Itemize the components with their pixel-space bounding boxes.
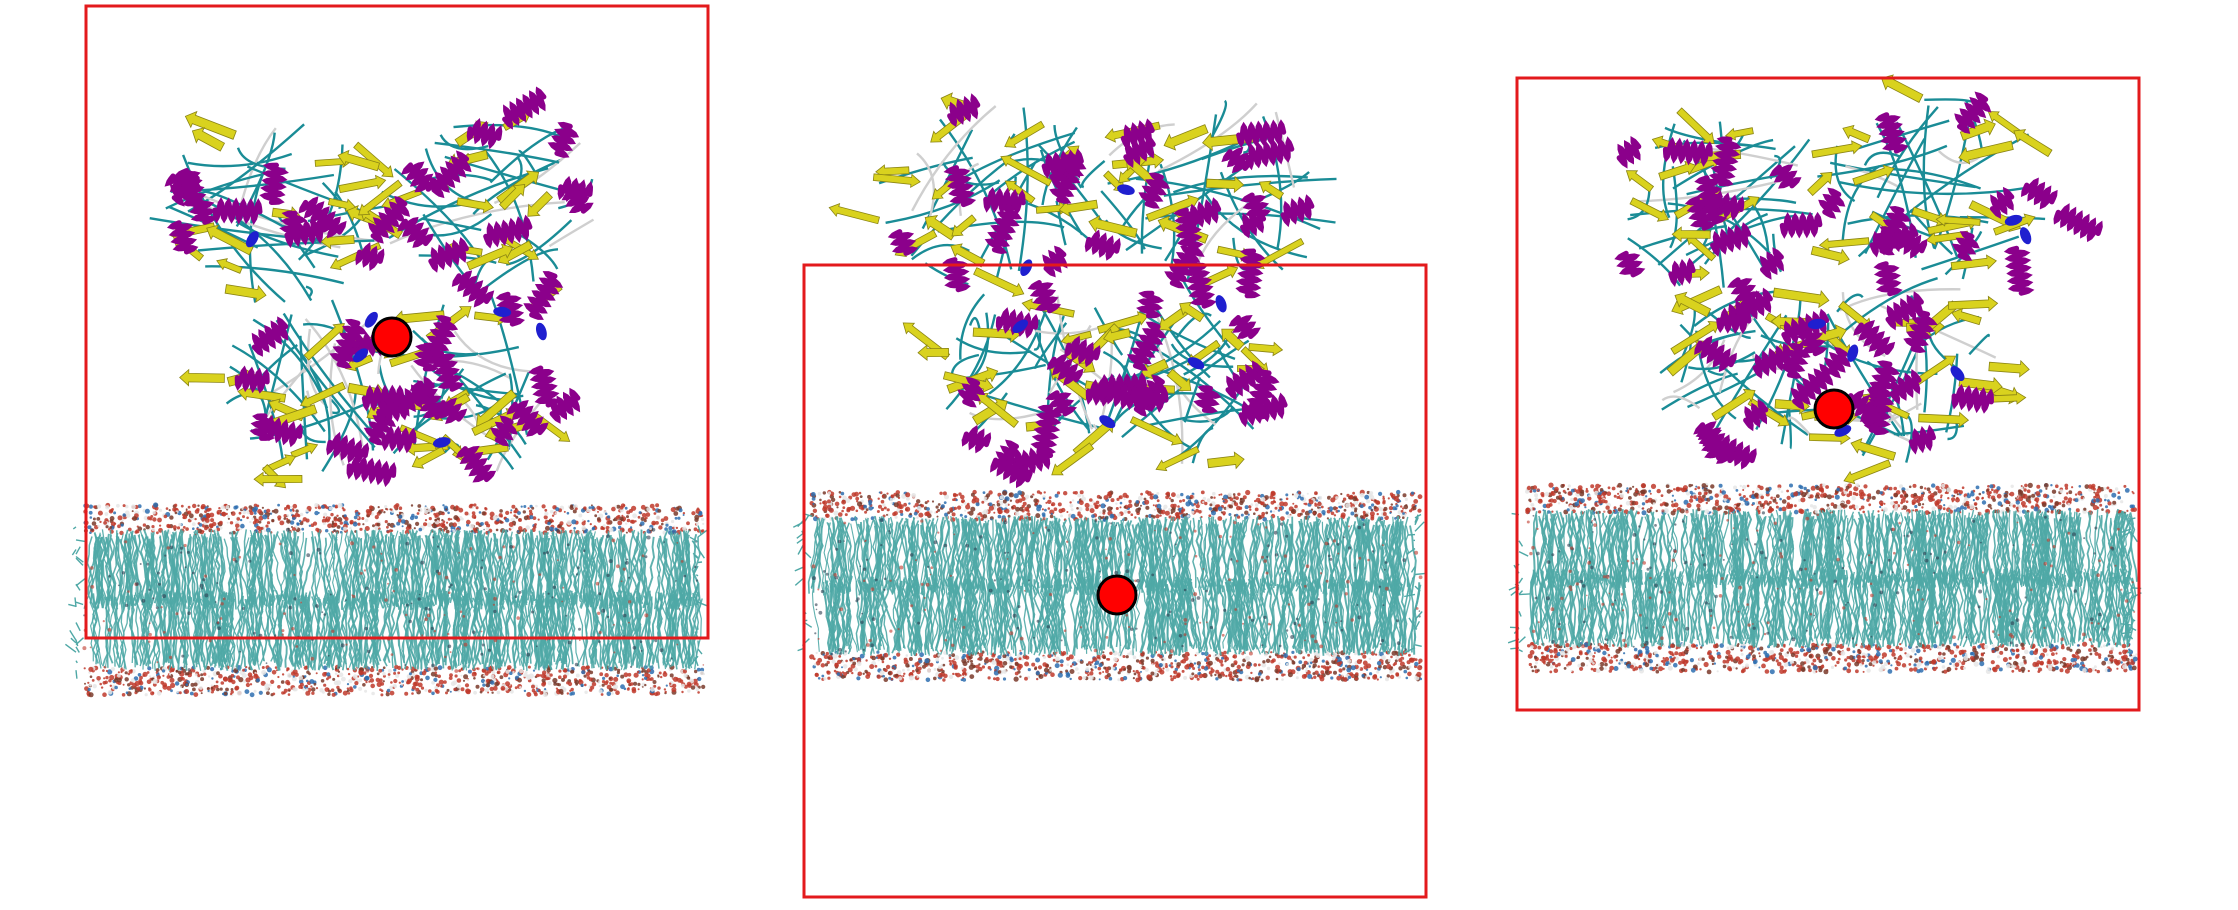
lipid-membrane bbox=[65, 502, 708, 697]
protein-complex bbox=[1619, 75, 2100, 484]
center-marker bbox=[1815, 390, 1853, 428]
panel-protein-box bbox=[65, 6, 708, 697]
protein-complex bbox=[150, 91, 594, 488]
lipid-membrane bbox=[1508, 483, 2141, 675]
center-marker bbox=[1098, 576, 1136, 614]
panel-complex-box bbox=[1508, 75, 2141, 710]
center-marker bbox=[373, 318, 411, 356]
panel-membrane-box bbox=[793, 93, 1426, 897]
protein-complex bbox=[829, 93, 1336, 484]
